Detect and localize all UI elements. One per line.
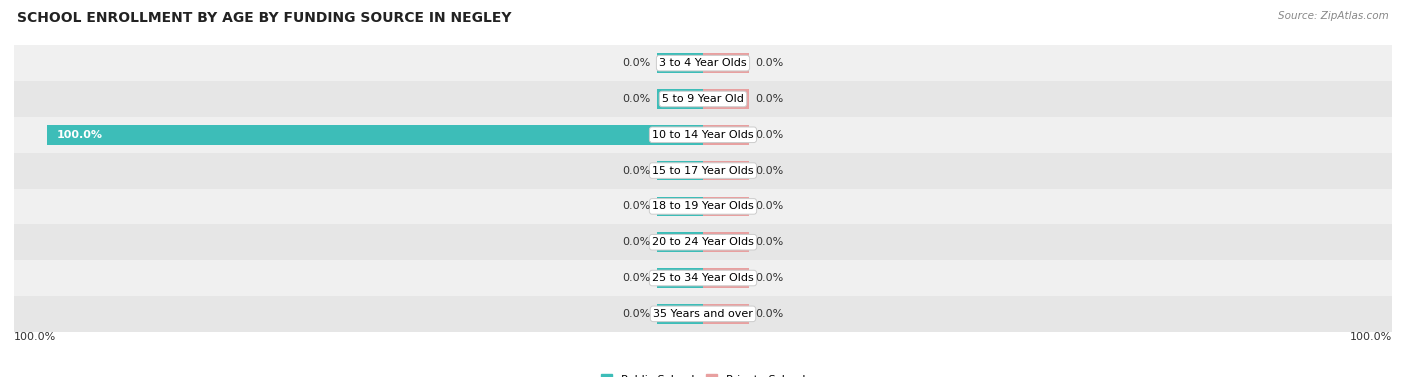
Text: 0.0%: 0.0% [755, 130, 783, 140]
Bar [657, 161, 703, 181]
Text: 0.0%: 0.0% [623, 166, 651, 176]
Bar [657, 196, 703, 216]
Text: 18 to 19 Year Olds: 18 to 19 Year Olds [652, 201, 754, 211]
Bar [14, 260, 1392, 296]
Text: 3 to 4 Year Olds: 3 to 4 Year Olds [659, 58, 747, 68]
Bar [657, 53, 703, 73]
Text: Source: ZipAtlas.com: Source: ZipAtlas.com [1278, 11, 1389, 21]
Legend: Public School, Private School: Public School, Private School [596, 370, 810, 377]
Text: 0.0%: 0.0% [623, 237, 651, 247]
Text: 0.0%: 0.0% [623, 201, 651, 211]
Bar [703, 89, 749, 109]
Text: 100.0%: 100.0% [14, 332, 56, 342]
Text: 0.0%: 0.0% [755, 201, 783, 211]
Bar [657, 304, 703, 324]
Bar [703, 304, 749, 324]
Bar [703, 161, 749, 181]
Text: 100.0%: 100.0% [56, 130, 103, 140]
Text: 100.0%: 100.0% [1350, 332, 1392, 342]
Bar [14, 153, 1392, 188]
Bar [703, 125, 749, 145]
Text: 25 to 34 Year Olds: 25 to 34 Year Olds [652, 273, 754, 283]
Text: 0.0%: 0.0% [623, 58, 651, 68]
Text: SCHOOL ENROLLMENT BY AGE BY FUNDING SOURCE IN NEGLEY: SCHOOL ENROLLMENT BY AGE BY FUNDING SOUR… [17, 11, 512, 25]
Text: 20 to 24 Year Olds: 20 to 24 Year Olds [652, 237, 754, 247]
Text: 0.0%: 0.0% [755, 166, 783, 176]
Bar [14, 296, 1392, 332]
Bar [657, 232, 703, 252]
Bar [703, 268, 749, 288]
Text: 35 Years and over: 35 Years and over [652, 309, 754, 319]
Bar [703, 196, 749, 216]
Bar [46, 125, 703, 145]
Bar [703, 232, 749, 252]
Text: 0.0%: 0.0% [623, 273, 651, 283]
Text: 0.0%: 0.0% [755, 237, 783, 247]
Bar [703, 53, 749, 73]
Bar [14, 224, 1392, 260]
Bar [657, 268, 703, 288]
Text: 0.0%: 0.0% [755, 309, 783, 319]
Text: 0.0%: 0.0% [623, 309, 651, 319]
Text: 0.0%: 0.0% [623, 94, 651, 104]
Text: 0.0%: 0.0% [755, 273, 783, 283]
Bar [657, 89, 703, 109]
Text: 5 to 9 Year Old: 5 to 9 Year Old [662, 94, 744, 104]
Text: 0.0%: 0.0% [755, 94, 783, 104]
Text: 15 to 17 Year Olds: 15 to 17 Year Olds [652, 166, 754, 176]
Bar [14, 81, 1392, 117]
Bar [14, 188, 1392, 224]
Bar [14, 117, 1392, 153]
Text: 0.0%: 0.0% [755, 58, 783, 68]
Text: 10 to 14 Year Olds: 10 to 14 Year Olds [652, 130, 754, 140]
Bar [14, 45, 1392, 81]
